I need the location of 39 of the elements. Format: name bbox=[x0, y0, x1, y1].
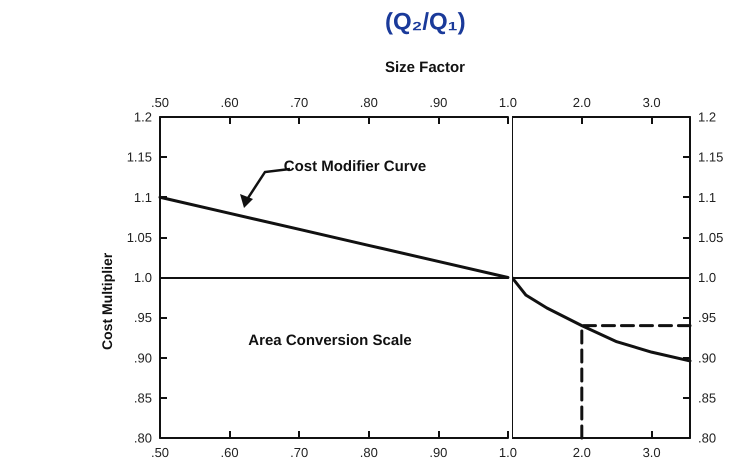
x-tick-label: 1.0 bbox=[498, 445, 518, 460]
annotation: Area Conversion Scale bbox=[248, 332, 412, 349]
y2-tick-label: 1.05 bbox=[698, 230, 724, 245]
annotation: Cost Modifier Curve bbox=[284, 158, 426, 175]
y2-tick-label: 1.0 bbox=[698, 270, 716, 285]
x-tick-label: 3.0 bbox=[642, 445, 661, 460]
y2-tick-label: .90 bbox=[698, 350, 716, 366]
y2-tick-label: 1.2 bbox=[698, 110, 716, 124]
x-tick-label: .60 bbox=[220, 445, 239, 460]
y-tick-label: .80 bbox=[134, 430, 152, 446]
x2-tick-label: 2.0 bbox=[572, 95, 591, 110]
chart-title: (Q₂/Q₁) bbox=[385, 8, 466, 36]
y2-tick-label: .80 bbox=[698, 430, 716, 446]
x-tick-label: .90 bbox=[429, 445, 448, 460]
y-tick-label: .90 bbox=[134, 350, 152, 366]
x2-tick-label: .90 bbox=[429, 95, 448, 110]
y-tick-label: 1.15 bbox=[126, 150, 152, 165]
x-tick-label: .80 bbox=[360, 445, 378, 460]
y2-tick-label: .95 bbox=[698, 310, 716, 326]
x-tick-label: 2.0 bbox=[572, 445, 591, 460]
x-axis-title: Size Factor bbox=[385, 59, 466, 76]
y-tick-label: 1.1 bbox=[134, 190, 152, 205]
x-tick-label: .70 bbox=[290, 445, 308, 460]
x2-tick-label: 1.0 bbox=[498, 95, 518, 110]
y-tick-label: .85 bbox=[134, 390, 152, 406]
y-tick-label: .95 bbox=[134, 310, 152, 326]
x-tick-label: .50 bbox=[150, 445, 170, 460]
x2-tick-label: .70 bbox=[290, 95, 308, 110]
x2-tick-label: .60 bbox=[220, 95, 239, 110]
y2-tick-label: 1.15 bbox=[698, 150, 724, 165]
x2-tick-label: 3.0 bbox=[642, 95, 661, 110]
y-tick-label: 1.0 bbox=[134, 270, 152, 285]
y2-tick-label: .85 bbox=[698, 390, 716, 406]
x2-tick-label: .50 bbox=[150, 95, 170, 110]
y-tick-label: 1.05 bbox=[126, 230, 152, 245]
y2-tick-label: 1.1 bbox=[698, 190, 716, 205]
x2-tick-label: .80 bbox=[360, 95, 378, 110]
y-tick-label: 1.2 bbox=[134, 110, 152, 124]
y-axis-title: Cost Multiplier bbox=[99, 252, 115, 350]
